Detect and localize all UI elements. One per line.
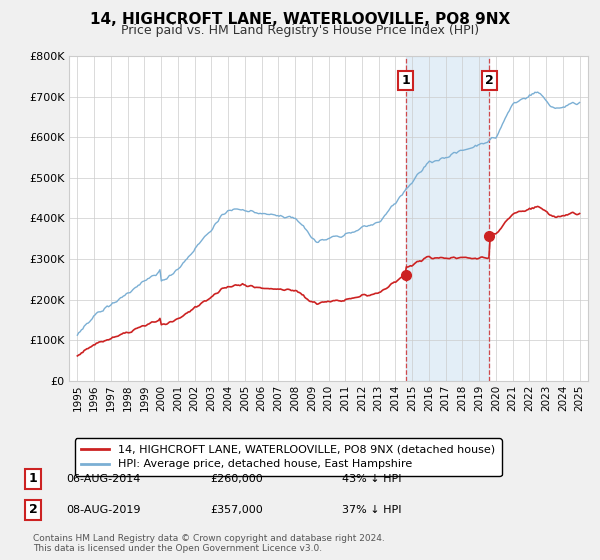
Text: 14, HIGHCROFT LANE, WATERLOOVILLE, PO8 9NX: 14, HIGHCROFT LANE, WATERLOOVILLE, PO8 9…	[90, 12, 510, 27]
Text: 1: 1	[401, 74, 410, 87]
Text: Price paid vs. HM Land Registry's House Price Index (HPI): Price paid vs. HM Land Registry's House …	[121, 24, 479, 36]
Bar	[406, 56, 489, 381]
Legend: 14, HIGHCROFT LANE, WATERLOOVILLE, PO8 9NX (detached house), HPI: Average price,: 14, HIGHCROFT LANE, WATERLOOVILLE, PO8 9…	[74, 438, 502, 476]
Text: 06-AUG-2014: 06-AUG-2014	[66, 474, 140, 484]
Text: 1: 1	[29, 472, 37, 486]
Text: £260,000: £260,000	[210, 474, 263, 484]
Text: 08-AUG-2019: 08-AUG-2019	[66, 505, 140, 515]
Text: 2: 2	[485, 74, 494, 87]
Text: 43% ↓ HPI: 43% ↓ HPI	[342, 474, 401, 484]
Text: 37% ↓ HPI: 37% ↓ HPI	[342, 505, 401, 515]
Text: Contains HM Land Registry data © Crown copyright and database right 2024.
This d: Contains HM Land Registry data © Crown c…	[33, 534, 385, 553]
Text: £357,000: £357,000	[210, 505, 263, 515]
Text: 2: 2	[29, 503, 37, 516]
